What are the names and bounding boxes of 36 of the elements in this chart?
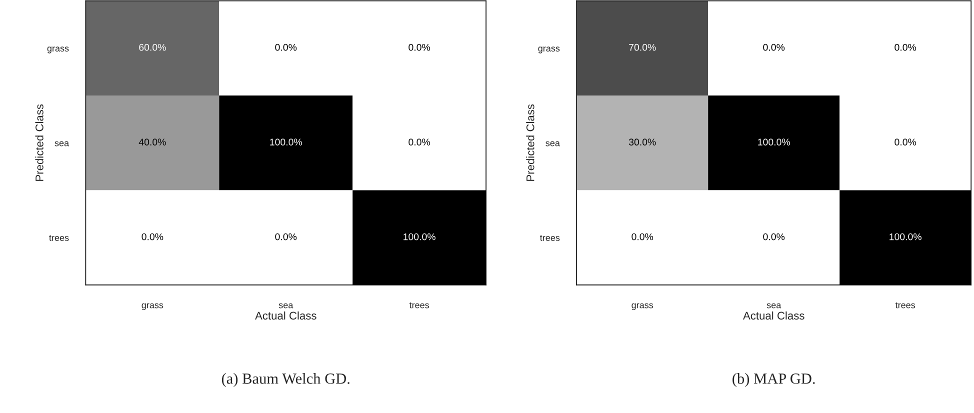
y-tick-label: trees — [49, 235, 69, 241]
data-label: 100.0% — [404, 233, 436, 240]
data-label: 0.0% — [275, 44, 297, 51]
data-label: 30.0% — [628, 138, 656, 146]
x-tick-label: grass — [142, 303, 164, 310]
data-label: 60.0% — [139, 44, 166, 51]
y-tick-label: grass — [538, 46, 560, 54]
x-axis-title: Actual Class — [742, 311, 804, 320]
x-tick-label: trees — [409, 302, 430, 308]
data-label: 100.0% — [758, 138, 790, 146]
data-label: 0.0% — [408, 138, 430, 146]
x-tick-label: grass — [632, 303, 654, 310]
data-label: 70.0% — [629, 44, 656, 51]
data-label: 0.0% — [894, 44, 916, 51]
x-axis-title: Actual Class — [255, 311, 316, 320]
x-tick-label: sea — [766, 303, 782, 308]
y-tick-label: trees — [540, 235, 560, 241]
data-label: 0.0% — [763, 44, 785, 51]
data-label: 100.0% — [890, 233, 922, 240]
data-label: 100.0% — [270, 138, 302, 146]
text: (a) Baum Welch GD. — [222, 373, 350, 387]
data-label: 0.0% — [275, 233, 297, 240]
data-label: 0.0% — [632, 233, 654, 240]
y-axis-title: Predicted Class — [526, 104, 534, 181]
data-label: 0.0% — [142, 233, 164, 240]
data-label: 0.0% — [763, 233, 785, 240]
data-label: 0.0% — [894, 138, 916, 146]
x-tick-label: sea — [278, 303, 294, 308]
y-tick-label: sea — [546, 141, 560, 146]
data-label: 40.0% — [138, 138, 166, 146]
data-label: 0.0% — [408, 44, 430, 51]
x-tick-label: trees — [895, 302, 916, 308]
y-tick-label: grass — [47, 46, 69, 54]
y-tick-label: sea — [54, 141, 70, 146]
text: (b) MAP GD. — [732, 373, 815, 387]
y-axis-title: Predicted Class — [35, 104, 44, 181]
